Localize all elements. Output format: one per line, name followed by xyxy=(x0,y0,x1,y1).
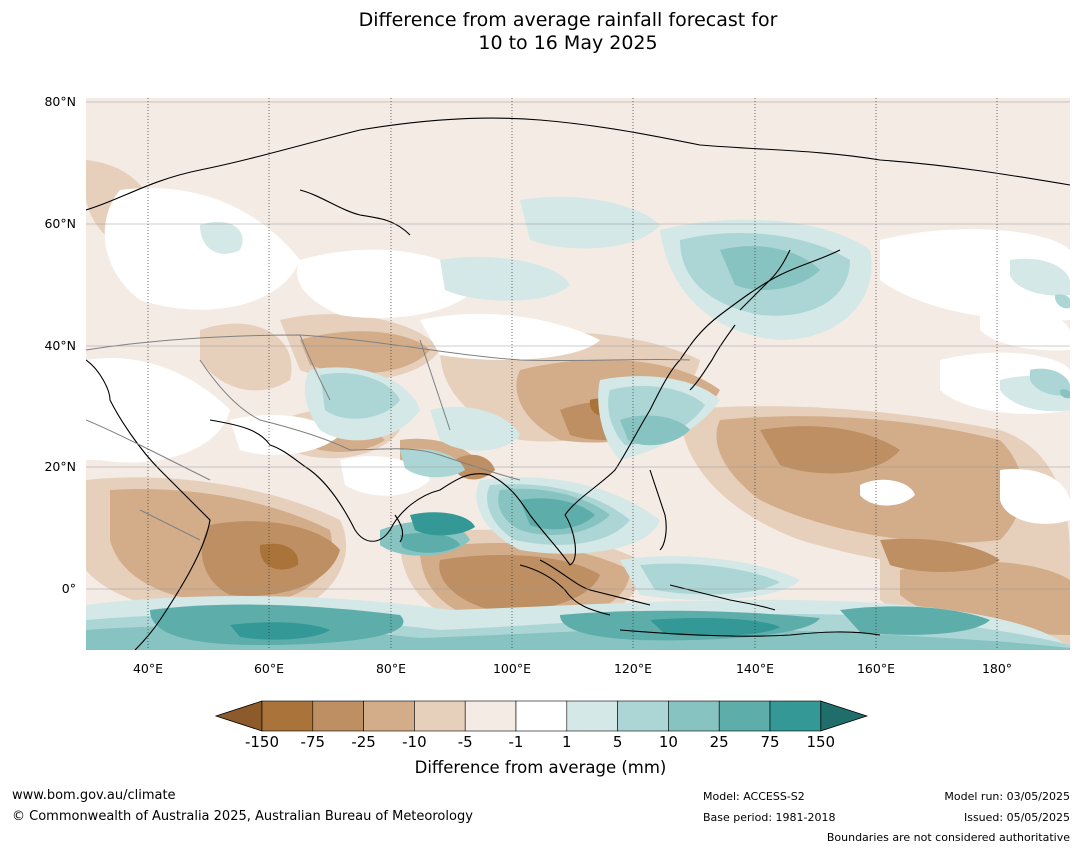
colorbar-segment xyxy=(668,700,720,732)
map-title: Difference from average rainfall forecas… xyxy=(0,9,1081,55)
colorbar-segment xyxy=(312,700,364,732)
colorbar-tick: -1 xyxy=(508,733,524,751)
lon-label-140e: 140°E xyxy=(735,661,774,676)
latitude-gridlines xyxy=(86,101,1070,590)
colorbar xyxy=(214,700,869,732)
colorbar-extend-max xyxy=(820,700,869,732)
colorbar-extend-min xyxy=(214,700,263,732)
colorbar-tick: -150 xyxy=(244,733,280,751)
colorbar-segment xyxy=(464,700,517,732)
country-boundaries xyxy=(86,334,691,541)
lat-label-80n: 80°N xyxy=(44,94,76,109)
model-name: Model: ACCESS-S2 xyxy=(703,790,805,803)
colorbar-segment xyxy=(718,700,771,732)
colorbar-label: Difference from average (mm) xyxy=(414,758,667,777)
colorbar-segment xyxy=(414,700,466,732)
colorbar-segment xyxy=(261,700,314,732)
colorbar-segment xyxy=(515,700,568,732)
website-link[interactable]: www.bom.gov.au/climate xyxy=(12,788,176,803)
colorbar-segment xyxy=(363,700,415,732)
colorbar-tick: 25 xyxy=(709,733,729,751)
colorbar-tick: 1 xyxy=(562,733,572,751)
copyright-notice: © Commonwealth of Australia 2025, Austra… xyxy=(12,809,473,824)
title-line-2: 10 to 16 May 2025 xyxy=(478,32,658,54)
colorbar-segment xyxy=(617,700,669,732)
colorbar-tick: -10 xyxy=(402,733,427,751)
lat-label-40n: 40°N xyxy=(44,338,76,353)
lon-label-60e: 60°E xyxy=(253,661,285,676)
boundaries-disclaimer: Boundaries are not considered authoritat… xyxy=(826,831,1070,844)
lon-label-40e: 40°E xyxy=(132,661,164,676)
lat-label-0: 0° xyxy=(61,581,76,596)
lon-label-180: 180° xyxy=(981,661,1013,676)
lon-label-100e: 100°E xyxy=(492,661,531,676)
rainfall-anomaly-map xyxy=(86,98,1070,650)
issued-date: Issued: 05/05/2025 xyxy=(963,811,1070,824)
anomaly-dry-strong xyxy=(201,401,1000,611)
colorbar-tick: 75 xyxy=(760,733,780,751)
lon-label-160e: 160°E xyxy=(856,661,895,676)
model-run-date: Model run: 03/05/2025 xyxy=(944,790,1070,803)
coastlines xyxy=(86,117,1070,650)
title-line-1: Difference from average rainfall forecas… xyxy=(358,9,778,31)
colorbar-tick: -25 xyxy=(351,733,376,751)
anomaly-wet-very-strong xyxy=(230,512,780,640)
longitude-gridlines xyxy=(147,98,998,650)
colorbar-segment xyxy=(769,700,822,732)
lat-label-60n: 60°N xyxy=(44,216,76,231)
colorbar-tick: 5 xyxy=(612,733,623,751)
base-period: Base period: 1981-2018 xyxy=(703,811,836,824)
colorbar-tick: 150 xyxy=(806,733,836,751)
colorbar-tick: -5 xyxy=(457,733,473,751)
lon-label-80e: 80°E xyxy=(375,661,407,676)
lat-label-20n: 20°N xyxy=(44,459,76,474)
colorbar-segment xyxy=(566,700,618,732)
colorbar-tick: 10 xyxy=(658,733,678,751)
colorbar-tick: -75 xyxy=(300,733,326,751)
lon-label-120e: 120°E xyxy=(613,661,652,676)
